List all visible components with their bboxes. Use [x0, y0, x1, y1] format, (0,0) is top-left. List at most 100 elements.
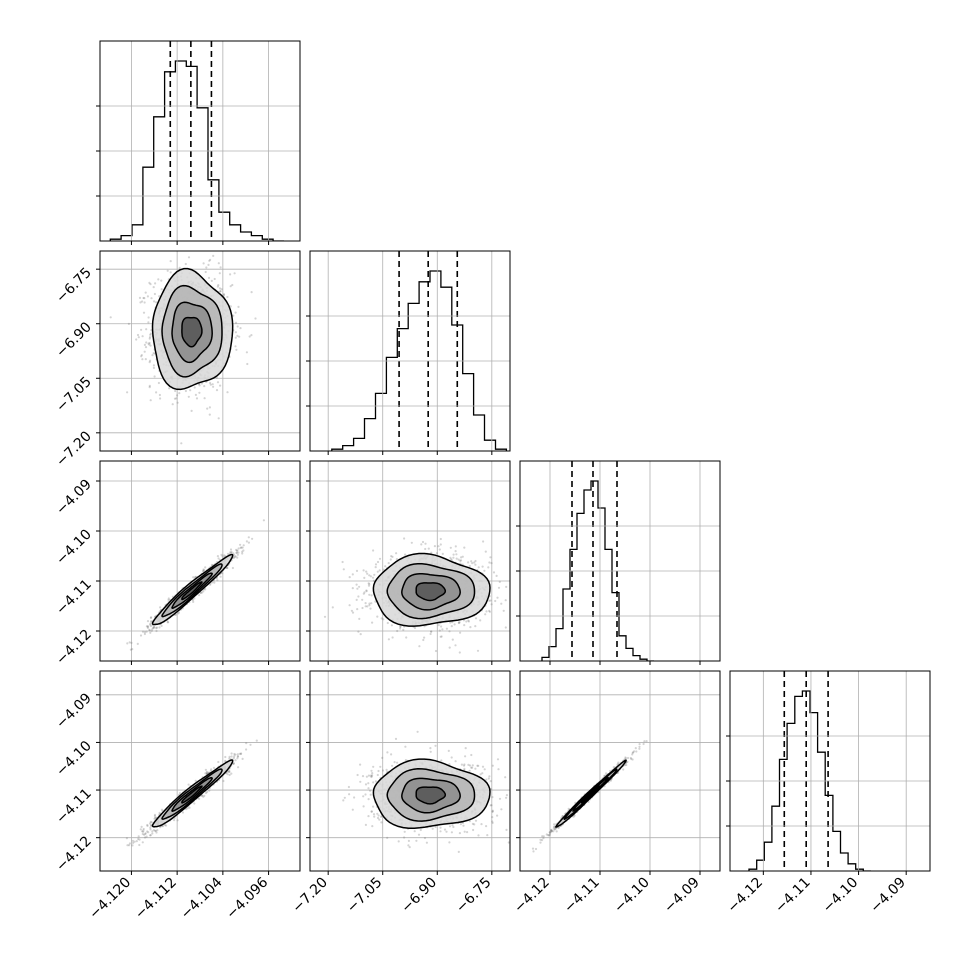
- sample-point: [439, 635, 442, 638]
- sample-point: [233, 752, 236, 756]
- sample-point: [152, 625, 155, 628]
- sample-point: [155, 831, 158, 834]
- sample-point: [150, 629, 153, 633]
- sample-point: [470, 560, 473, 563]
- sample-point: [129, 648, 132, 651]
- contour-line: [151, 267, 234, 391]
- sample-point: [348, 576, 351, 579]
- sample-point: [147, 316, 150, 319]
- sample-point: [174, 389, 177, 393]
- sample-point: [518, 584, 520, 586]
- sample-point: [167, 621, 170, 624]
- sample-point: [450, 558, 453, 561]
- sample-point: [144, 832, 147, 836]
- sample-point: [152, 352, 155, 355]
- sample-point: [155, 391, 158, 394]
- sample-point: [127, 844, 131, 847]
- sample-point: [142, 296, 145, 300]
- sample-point: [238, 752, 241, 755]
- sample-point: [463, 546, 466, 549]
- sample-point: [155, 626, 158, 629]
- sample-point: [226, 773, 229, 776]
- sample-point: [229, 305, 232, 308]
- sample-point: [474, 563, 477, 566]
- sample-point: [459, 559, 462, 563]
- sample-point: [341, 560, 344, 564]
- sample-point: [217, 284, 220, 287]
- sample-point: [148, 384, 151, 387]
- sample-point: [219, 384, 222, 387]
- sample-point: [220, 288, 223, 291]
- sample-point: [198, 797, 201, 800]
- sample-point: [211, 581, 214, 584]
- sample-point: [348, 604, 351, 607]
- sample-point: [149, 622, 152, 625]
- sample-point: [139, 634, 143, 637]
- sample-point: [370, 594, 373, 597]
- sample-point: [159, 452, 161, 454]
- sample-point: [154, 282, 157, 285]
- sample-point: [209, 383, 212, 386]
- sample-point: [463, 624, 466, 627]
- sample-point: [128, 842, 131, 845]
- sample-point: [152, 286, 155, 289]
- sample-point: [374, 563, 378, 566]
- sample-point: [421, 540, 425, 544]
- sample-point: [215, 376, 218, 379]
- sample-point: [240, 546, 243, 549]
- x-tick-label: −4.112: [132, 875, 180, 923]
- sample-point: [460, 556, 463, 559]
- sample-point: [210, 563, 214, 567]
- sample-point: [167, 597, 170, 600]
- sample-point: [247, 541, 250, 544]
- sample-point: [235, 551, 239, 554]
- sample-point: [149, 283, 152, 286]
- sample-point: [221, 572, 224, 575]
- sample-point: [234, 345, 237, 348]
- sample-point: [226, 391, 229, 394]
- sample-point: [234, 311, 237, 314]
- sample-point: [232, 762, 235, 765]
- sample-point: [232, 314, 235, 317]
- joint-panel: [323, 537, 520, 654]
- sample-point: [166, 269, 169, 272]
- sample-point: [235, 549, 239, 552]
- sample-point: [237, 547, 240, 550]
- histogram-step: [748, 690, 871, 871]
- sample-point: [249, 743, 252, 746]
- y-tick-label: −6.75: [53, 265, 95, 307]
- sample-point: [234, 555, 237, 558]
- sample-point: [209, 381, 212, 385]
- sample-point: [160, 279, 163, 282]
- sample-point: [166, 621, 169, 624]
- sample-point: [187, 256, 191, 259]
- sample-point: [178, 392, 181, 395]
- sample-point: [371, 621, 374, 624]
- sample-point: [217, 417, 220, 420]
- sample-point: [210, 279, 213, 282]
- sample-point: [144, 291, 147, 294]
- sample-point: [146, 625, 149, 628]
- histogram-panel: [748, 671, 871, 871]
- sample-point: [467, 561, 470, 564]
- sample-point: [488, 610, 491, 613]
- sample-point: [130, 641, 133, 645]
- sample-point: [204, 270, 207, 274]
- histogram-panel: [331, 251, 508, 451]
- sample-point: [153, 814, 156, 818]
- sample-point: [187, 783, 190, 786]
- sample-point: [228, 770, 231, 774]
- sample-point: [438, 629, 441, 632]
- sample-point: [451, 638, 454, 641]
- sample-point: [234, 336, 237, 339]
- sample-point: [143, 631, 146, 634]
- sample-point: [233, 272, 236, 275]
- sample-point: [237, 766, 240, 769]
- sample-point: [222, 293, 226, 296]
- sample-point: [504, 626, 507, 629]
- sample-point: [219, 290, 222, 293]
- sample-point: [440, 625, 443, 628]
- sample-point: [370, 602, 373, 605]
- sample-point: [149, 631, 152, 634]
- sample-point: [429, 632, 432, 636]
